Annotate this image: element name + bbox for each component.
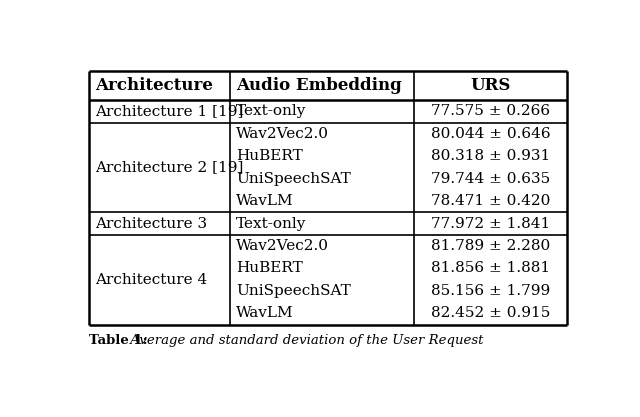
Text: Architecture 2 [19]: Architecture 2 [19]	[95, 161, 243, 174]
Text: WavLM: WavLM	[236, 194, 294, 208]
Text: 82.452 ± 0.915: 82.452 ± 0.915	[431, 306, 550, 320]
Text: Audio Embedding: Audio Embedding	[236, 77, 402, 94]
Text: Architecture 4: Architecture 4	[95, 273, 207, 286]
Text: Wav2Vec2.0: Wav2Vec2.0	[236, 127, 329, 141]
Text: Architecture 1 [19]: Architecture 1 [19]	[95, 104, 243, 118]
Text: Architecture: Architecture	[95, 77, 212, 94]
Text: UniSpeechSAT: UniSpeechSAT	[236, 284, 351, 298]
Text: HuBERT: HuBERT	[236, 261, 303, 276]
Text: Wav2Vec2.0: Wav2Vec2.0	[236, 239, 329, 253]
Text: Text-only: Text-only	[236, 104, 307, 118]
Text: 81.789 ± 2.280: 81.789 ± 2.280	[431, 239, 550, 253]
Text: Architecture 3: Architecture 3	[95, 216, 207, 231]
Text: 77.972 ± 1.841: 77.972 ± 1.841	[431, 216, 550, 231]
Text: HuBERT: HuBERT	[236, 149, 303, 163]
Text: 85.156 ± 1.799: 85.156 ± 1.799	[431, 284, 550, 298]
Text: WavLM: WavLM	[236, 306, 294, 320]
Text: 80.044 ± 0.646: 80.044 ± 0.646	[431, 127, 550, 141]
Text: Table 1:: Table 1:	[89, 334, 148, 347]
Text: UniSpeechSAT: UniSpeechSAT	[236, 172, 351, 186]
Text: 78.471 ± 0.420: 78.471 ± 0.420	[431, 194, 550, 208]
Text: 79.744 ± 0.635: 79.744 ± 0.635	[431, 172, 550, 186]
Text: 80.318 ± 0.931: 80.318 ± 0.931	[431, 149, 550, 163]
Text: 77.575 ± 0.266: 77.575 ± 0.266	[431, 104, 550, 118]
Text: 81.856 ± 1.881: 81.856 ± 1.881	[431, 261, 550, 276]
Text: Text-only: Text-only	[236, 216, 307, 231]
Text: Average and standard deviation of the User Request: Average and standard deviation of the Us…	[126, 334, 484, 347]
Text: URS: URS	[470, 77, 511, 94]
